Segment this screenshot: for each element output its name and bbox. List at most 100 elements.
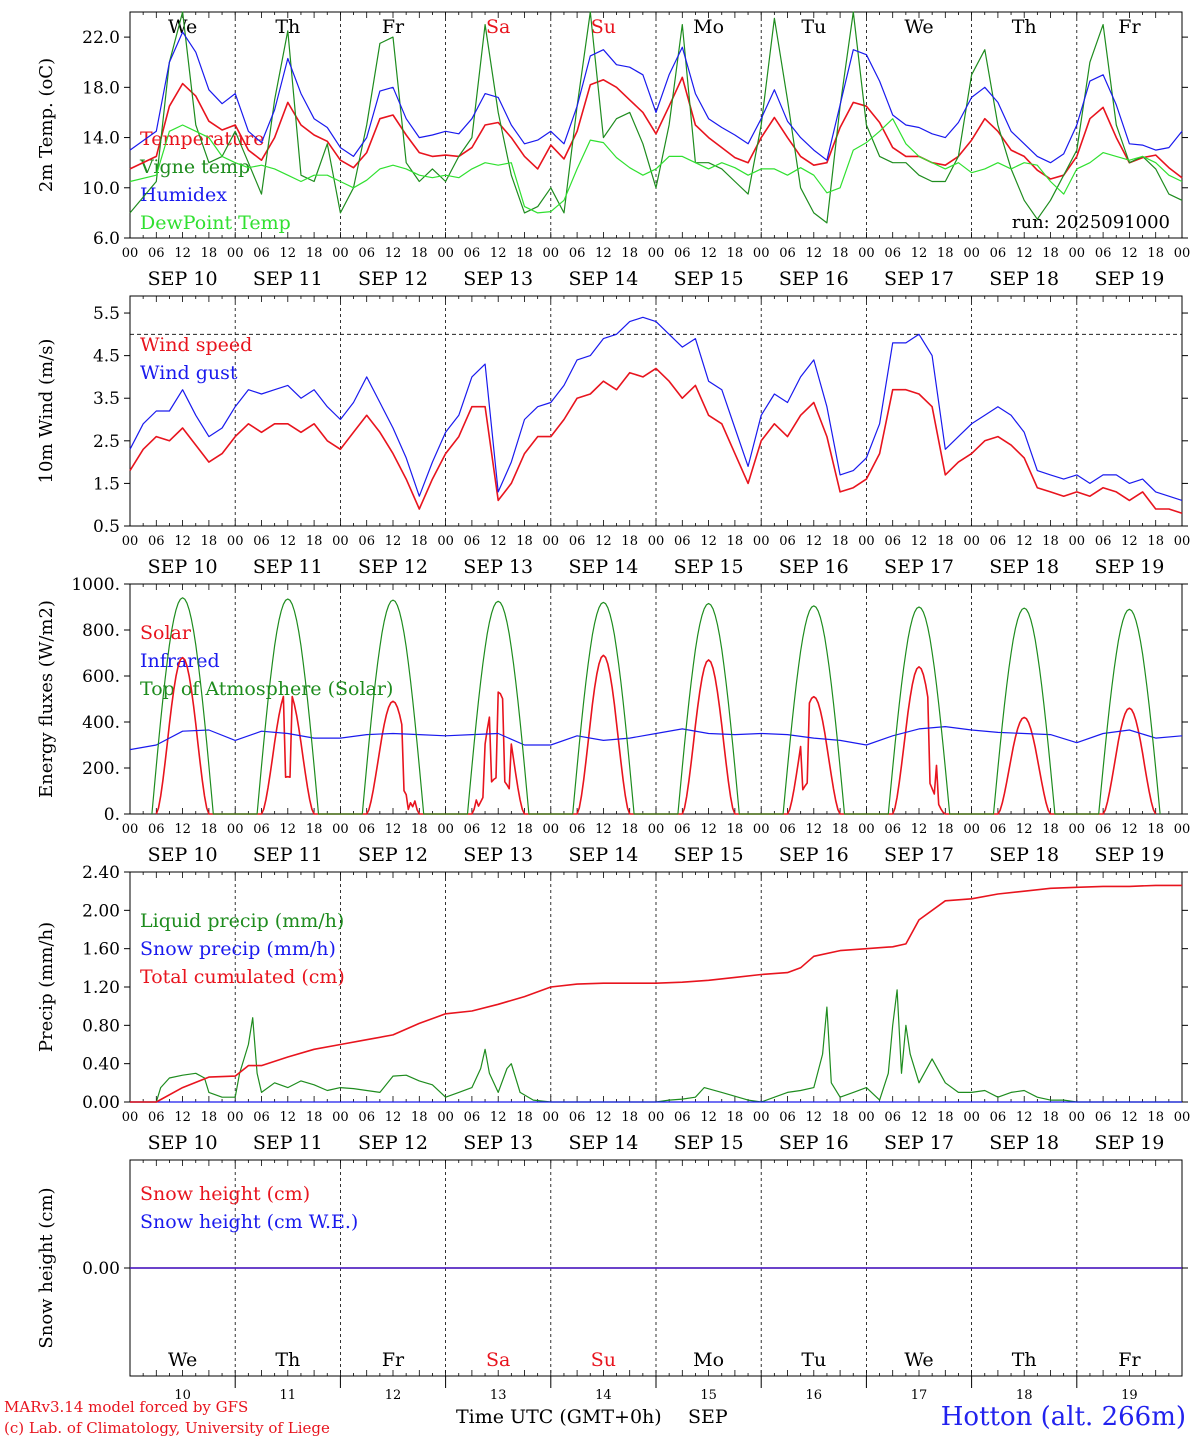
series-line-infrared bbox=[129, 726, 1183, 751]
hour-tick-label: 12 bbox=[385, 1110, 402, 1125]
hour-tick-label: 18 bbox=[937, 246, 954, 261]
hour-tick-label: 06 bbox=[1095, 246, 1112, 261]
hour-tick-label: 06 bbox=[148, 246, 165, 261]
hour-tick-label: 00 bbox=[858, 246, 875, 261]
hour-tick-label: 00 bbox=[332, 1110, 349, 1125]
hour-tick-label: 00 bbox=[122, 1110, 139, 1125]
hour-tick-label: 06 bbox=[674, 822, 691, 837]
hour-tick-label: 18 bbox=[727, 822, 744, 837]
hour-tick-label: 00 bbox=[543, 534, 560, 549]
date-label: SEP 13 bbox=[463, 1132, 533, 1154]
hour-tick-label: 18 bbox=[832, 246, 849, 261]
day-number-label: 10 bbox=[174, 1388, 191, 1403]
hour-tick-label: 00 bbox=[648, 246, 665, 261]
hour-tick-label: 12 bbox=[700, 1110, 717, 1125]
legend-snow-height-cm-: Snow height (cm) bbox=[140, 1183, 310, 1205]
hour-tick-label: 12 bbox=[280, 822, 297, 837]
model-credit: MARv3.14 model forced by GFS bbox=[4, 1398, 249, 1416]
hour-tick-label: 18 bbox=[201, 822, 218, 837]
date-label: SEP 16 bbox=[779, 556, 849, 578]
date-label: SEP 18 bbox=[989, 844, 1059, 866]
hour-tick-label: 06 bbox=[674, 246, 691, 261]
hour-tick-label: 06 bbox=[358, 1110, 375, 1125]
hour-tick-label: 00 bbox=[227, 246, 244, 261]
y-axis-label: Precip (mm/h) bbox=[36, 922, 57, 1052]
legend-snow-height-cm-w-e-: Snow height (cm W.E.) bbox=[140, 1211, 358, 1233]
hour-tick-label: 12 bbox=[174, 534, 191, 549]
hour-tick-label: 06 bbox=[779, 1110, 796, 1125]
y-tick-label: 10.0 bbox=[82, 179, 120, 199]
hour-tick-label: 06 bbox=[253, 246, 270, 261]
hour-tick-label: 18 bbox=[937, 1110, 954, 1125]
series-line-wind-gust bbox=[129, 316, 1183, 501]
hour-tick-label: 06 bbox=[1095, 534, 1112, 549]
hour-tick-label: 18 bbox=[516, 534, 533, 549]
date-label: SEP 12 bbox=[358, 268, 428, 290]
y-axis-label: Energy fluxes (W/m2) bbox=[36, 600, 57, 798]
date-label: SEP 10 bbox=[148, 844, 218, 866]
y-tick-label: 0.5 bbox=[93, 517, 120, 537]
legend-humidex: Humidex bbox=[140, 184, 227, 206]
date-label: SEP 19 bbox=[1094, 844, 1164, 866]
y-axis-label: 2m Temp. (oC) bbox=[36, 58, 57, 192]
legend-wind-speed: Wind speed bbox=[140, 334, 252, 356]
hour-tick-label: 00 bbox=[1174, 534, 1191, 549]
date-label: SEP 17 bbox=[884, 556, 954, 578]
hour-tick-label: 00 bbox=[648, 1110, 665, 1125]
date-label: SEP 15 bbox=[674, 556, 744, 578]
y-tick-label: 3.5 bbox=[93, 389, 120, 409]
hour-tick-label: 18 bbox=[306, 246, 323, 261]
hour-tick-label: 06 bbox=[148, 534, 165, 549]
hour-tick-label: 18 bbox=[1042, 1110, 1059, 1125]
hour-tick-label: 06 bbox=[1095, 822, 1112, 837]
day-number-label: 12 bbox=[385, 1388, 402, 1403]
series-line-dewpoint-temp bbox=[129, 118, 1183, 214]
hour-tick-label: 00 bbox=[963, 534, 980, 549]
hour-tick-label: 00 bbox=[753, 534, 770, 549]
legend-dewpoint-temp: DewPoint Temp bbox=[140, 212, 291, 234]
hour-tick-label: 06 bbox=[464, 1110, 481, 1125]
lab-credit: (c) Lab. of Climatology, University of L… bbox=[4, 1419, 330, 1437]
weekday-label: Fr bbox=[382, 1349, 405, 1371]
hour-tick-label: 00 bbox=[963, 822, 980, 837]
hour-tick-label: 12 bbox=[700, 822, 717, 837]
series-line-humidex bbox=[129, 31, 1183, 164]
hour-tick-label: 18 bbox=[516, 822, 533, 837]
hour-tick-label: 18 bbox=[621, 534, 638, 549]
legend-snow-precip-mm-h-: Snow precip (mm/h) bbox=[140, 938, 336, 960]
hour-tick-label: 18 bbox=[832, 822, 849, 837]
date-label: SEP 12 bbox=[358, 844, 428, 866]
hour-tick-label: 18 bbox=[201, 246, 218, 261]
hour-tick-label: 00 bbox=[332, 246, 349, 261]
date-label: SEP 18 bbox=[989, 268, 1059, 290]
date-label: SEP 10 bbox=[148, 556, 218, 578]
day-number-label: 11 bbox=[280, 1388, 297, 1403]
weekday-label: Mo bbox=[693, 16, 724, 38]
hour-tick-label: 12 bbox=[806, 822, 823, 837]
hour-tick-label: 12 bbox=[1016, 246, 1033, 261]
hour-tick-label: 00 bbox=[227, 534, 244, 549]
hour-tick-label: 06 bbox=[990, 246, 1007, 261]
hour-tick-label: 00 bbox=[437, 822, 454, 837]
y-tick-label: 2.00 bbox=[82, 901, 120, 921]
hour-tick-label: 18 bbox=[1042, 246, 1059, 261]
hour-tick-label: 06 bbox=[779, 246, 796, 261]
y-axis-label: Snow height (cm) bbox=[36, 1187, 57, 1348]
weekday-label: Sa bbox=[486, 16, 510, 38]
hour-tick-label: 12 bbox=[595, 1110, 612, 1125]
hour-tick-label: 12 bbox=[280, 1110, 297, 1125]
day-number-label: 15 bbox=[700, 1388, 717, 1403]
hour-tick-label: 00 bbox=[543, 1110, 560, 1125]
hour-tick-label: 00 bbox=[1069, 1110, 1086, 1125]
date-label: SEP 13 bbox=[463, 556, 533, 578]
hour-tick-label: 06 bbox=[884, 534, 901, 549]
date-label: SEP 18 bbox=[989, 1132, 1059, 1154]
hour-tick-label: 12 bbox=[1121, 246, 1138, 261]
hour-tick-label: 06 bbox=[253, 822, 270, 837]
y-tick-label: 2.40 bbox=[82, 863, 120, 883]
hour-tick-label: 00 bbox=[437, 1110, 454, 1125]
date-label: SEP 16 bbox=[779, 844, 849, 866]
hour-tick-label: 00 bbox=[753, 246, 770, 261]
y-tick-label: 6.0 bbox=[93, 229, 120, 249]
hour-tick-label: 12 bbox=[911, 246, 928, 261]
